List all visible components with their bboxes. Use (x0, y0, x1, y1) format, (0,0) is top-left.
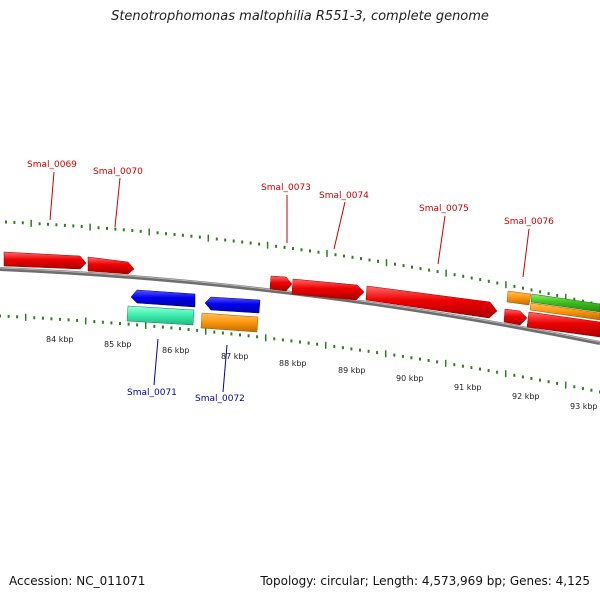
kbp-label-90: 90 kbp (396, 374, 424, 383)
gene-box-smal-0072-orange[interactable] (200, 312, 259, 333)
forward-features (3, 251, 600, 338)
reverse-leader-lines (153, 338, 228, 393)
kbp-ticks-outer (5, 219, 600, 307)
kbp-label-89: 89 kbp (338, 366, 366, 375)
gene-label-smal-0071[interactable]: Smal_0071 (127, 388, 177, 398)
kbp-labels: 84 kbp 85 kbp 86 kbp 87 kbp 88 kbp 89 kb… (46, 335, 598, 411)
gene-label-smal-0073[interactable]: Smal_0073 (261, 183, 311, 193)
gene-arrow-smal-0072-blue[interactable] (204, 296, 261, 314)
gene-label-smal-0074[interactable]: Smal_0074 (319, 191, 369, 201)
kbp-label-87: 87 kbp (221, 352, 249, 361)
gene-box-smal-0076-orange[interactable] (506, 290, 532, 306)
kbp-label-92: 92 kbp (512, 392, 540, 401)
gene-arrow-smal-0069[interactable] (3, 251, 87, 270)
genome-summary-text: Topology: circular; Length: 4,573,969 bp… (260, 574, 590, 588)
map-title: Stenotrophomonas maltophilia R551-3, com… (111, 9, 489, 24)
kbp-label-93: 93 kbp (570, 402, 598, 411)
gene-arrow-smal-0073[interactable] (269, 275, 293, 292)
gene-label-smal-0076[interactable]: Smal_0076 (504, 217, 554, 227)
gene-box-orange-right[interactable] (529, 302, 600, 321)
gene-label-smal-0072[interactable]: Smal_0072 (195, 394, 245, 404)
gene-label-smal-0070[interactable]: Smal_0070 (93, 167, 143, 177)
gene-label-smal-0075[interactable]: Smal_0075 (419, 204, 469, 214)
gene-arrow-smal-0074[interactable] (291, 278, 365, 301)
kbp-label-84: 84 kbp (46, 335, 74, 344)
gene-arrow-green[interactable] (530, 293, 600, 313)
gene-labels: Smal_0069 Smal_0070 Smal_0073 Smal_0074 … (27, 160, 554, 404)
reverse-features (126, 289, 261, 333)
accession-text: Accession: NC_011071 (9, 574, 146, 588)
kbp-ticks-inner (0, 313, 600, 394)
gene-box-smal-0071-aqua[interactable] (126, 305, 195, 326)
kbp-label-88: 88 kbp (279, 359, 307, 368)
gene-arrow-smal-0075[interactable] (365, 285, 498, 319)
gene-arrow-smal-0071-blue[interactable] (130, 289, 196, 308)
gene-arrow-red-right[interactable] (526, 311, 600, 338)
gene-arrow-red-92kbp[interactable] (503, 308, 528, 326)
gene-label-smal-0069[interactable]: Smal_0069 (27, 160, 77, 170)
gene-arrow-smal-0070[interactable] (87, 256, 135, 275)
kbp-label-85: 85 kbp (104, 340, 132, 349)
kbp-label-91: 91 kbp (454, 383, 482, 392)
kbp-label-86: 86 kbp (162, 346, 190, 355)
forward-leader-lines (49, 171, 530, 278)
